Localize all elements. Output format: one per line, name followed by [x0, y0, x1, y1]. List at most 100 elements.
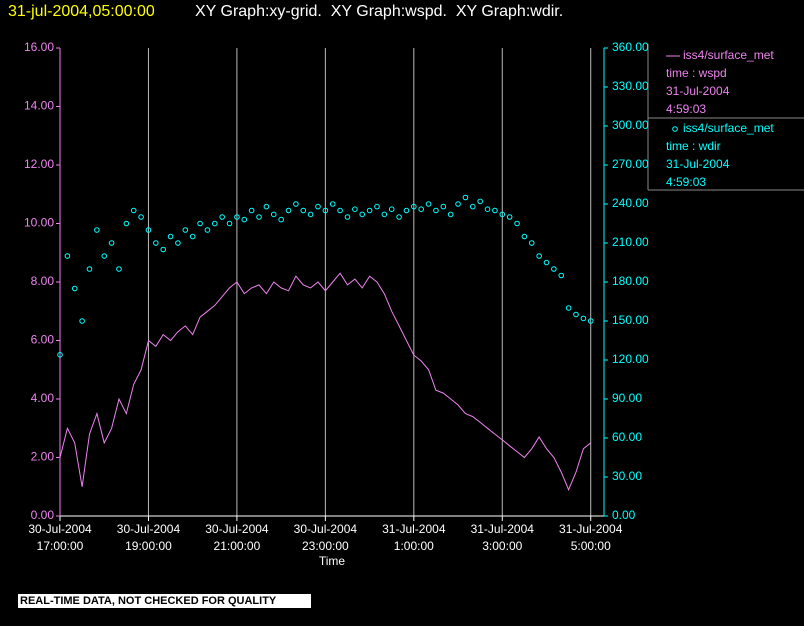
wdir-point — [160, 246, 166, 253]
wdir-point — [71, 285, 78, 292]
wdir-point — [153, 240, 159, 246]
wdir-point — [270, 211, 277, 218]
wdir-point — [234, 214, 240, 220]
footer-box — [18, 594, 311, 608]
wdir-point — [580, 315, 587, 322]
y-tick-label: 16.00 — [24, 40, 54, 54]
wdir-point — [116, 266, 122, 272]
wdir-point — [565, 305, 572, 311]
wdir-point — [123, 220, 130, 227]
wdir-point — [521, 233, 528, 240]
wdir-point — [440, 203, 447, 210]
x-tick-label: 30-Jul-2004 17:00:00 — [28, 522, 92, 553]
wdir-point — [388, 206, 395, 212]
wdir-point — [307, 211, 314, 218]
y2-tick-label: 330.00 — [612, 79, 649, 93]
x-tick-label: 31-Jul-2004 3:00:00 — [471, 522, 535, 553]
x-tick-label: 30-Jul-2004 21:00:00 — [205, 522, 269, 553]
wdir-point — [256, 214, 262, 220]
y-tick-label: 6.00 — [31, 333, 55, 347]
wdir-point — [455, 201, 461, 207]
wdir-point — [411, 203, 417, 210]
wspd-line — [59, 272, 592, 491]
wdir-point — [447, 211, 454, 218]
wdir-point — [219, 214, 225, 220]
y2-tick-label: 300.00 — [612, 118, 649, 132]
y2-tick-label: 180.00 — [612, 274, 649, 288]
y2-tick-label: 150.00 — [612, 313, 649, 327]
wdir-point — [315, 203, 321, 210]
wdir-point — [64, 253, 71, 259]
wdir-point — [536, 253, 542, 259]
x-tick-label: 30-Jul-2004 23:00:00 — [294, 522, 358, 553]
wdir-point — [587, 318, 594, 324]
y-tick-label: 8.00 — [31, 274, 55, 288]
wdir-point — [425, 201, 432, 207]
x-tick-label: 31-Jul-2004 5:00:00 — [559, 522, 623, 553]
wdir-point — [462, 194, 469, 201]
legend-info: 31-Jul-2004 — [666, 157, 730, 171]
wdir-point — [337, 207, 343, 214]
wdir-point — [197, 220, 203, 227]
wdir-point — [241, 216, 248, 223]
wdir-point — [352, 206, 358, 212]
y2-tick-label: 90.00 — [612, 391, 642, 405]
wdir-point — [57, 352, 63, 358]
wdir-point — [381, 211, 388, 218]
wdir-point — [484, 206, 491, 212]
y2-tick-label: 0.00 — [612, 508, 636, 522]
wdir-point — [94, 227, 100, 233]
wdir-point — [551, 266, 557, 272]
wdir-point — [293, 201, 299, 207]
y2-tick-label: 360.00 — [612, 40, 649, 54]
wdir-point — [322, 207, 329, 214]
wdir-point — [418, 206, 424, 212]
wdir-point — [573, 311, 579, 318]
legend-entry: iss4/surface_met — [683, 48, 774, 62]
wdir-point — [145, 227, 152, 233]
wdir-point — [499, 211, 506, 218]
legend-swatch — [672, 126, 678, 132]
legend-entry: iss4/surface_met — [683, 121, 774, 135]
chart-title: XY Graph:xy-grid. XY Graph:wspd. XY Grap… — [195, 3, 563, 20]
wdir-point — [528, 240, 535, 246]
x-tick-label: 31-Jul-2004 1:00:00 — [382, 522, 446, 553]
y2-tick-label: 120.00 — [612, 352, 649, 366]
y2-tick-label: 240.00 — [612, 196, 649, 210]
wdir-point — [175, 240, 181, 246]
wdir-point — [374, 203, 380, 210]
legend-info: 4:59:03 — [666, 102, 706, 116]
wdir-point — [204, 227, 211, 233]
x-tick-label: 30-Jul-2004 19:00:00 — [117, 522, 181, 553]
wdir-point — [514, 220, 520, 227]
y2-tick-label: 210.00 — [612, 235, 649, 249]
y-tick-label: 4.00 — [31, 391, 55, 405]
wdir-point — [366, 207, 373, 214]
wdir-point — [543, 259, 550, 266]
wdir-point — [300, 207, 307, 214]
wdir-point — [558, 272, 565, 279]
wdir-point — [79, 318, 85, 324]
footer: REAL-TIME DATA, NOT CHECKED FOR QUALITY — [20, 595, 277, 607]
legend-info: time : wdir — [666, 139, 721, 153]
wdir-point — [396, 214, 402, 220]
wdir-point — [433, 207, 439, 214]
y-tick-label: 12.00 — [24, 157, 54, 171]
y-tick-label: 0.00 — [31, 508, 55, 522]
y-tick-label: 10.00 — [24, 216, 54, 230]
y-tick-label: 14.00 — [24, 99, 54, 113]
wdir-point — [263, 203, 270, 210]
y-tick-label: 2.00 — [31, 450, 55, 464]
header-time: 31-jul-2004,05:00:00 — [8, 3, 155, 20]
wdir-point — [226, 220, 233, 227]
y2-tick-label: 60.00 — [612, 430, 642, 444]
legend-info: time : wspd — [666, 66, 727, 80]
wdir-point — [285, 207, 292, 214]
wdir-point — [130, 207, 137, 214]
wdir-point — [492, 207, 498, 214]
y2-tick-label: 270.00 — [612, 157, 649, 171]
wdir-point — [477, 198, 483, 205]
wdir-point — [469, 203, 476, 210]
